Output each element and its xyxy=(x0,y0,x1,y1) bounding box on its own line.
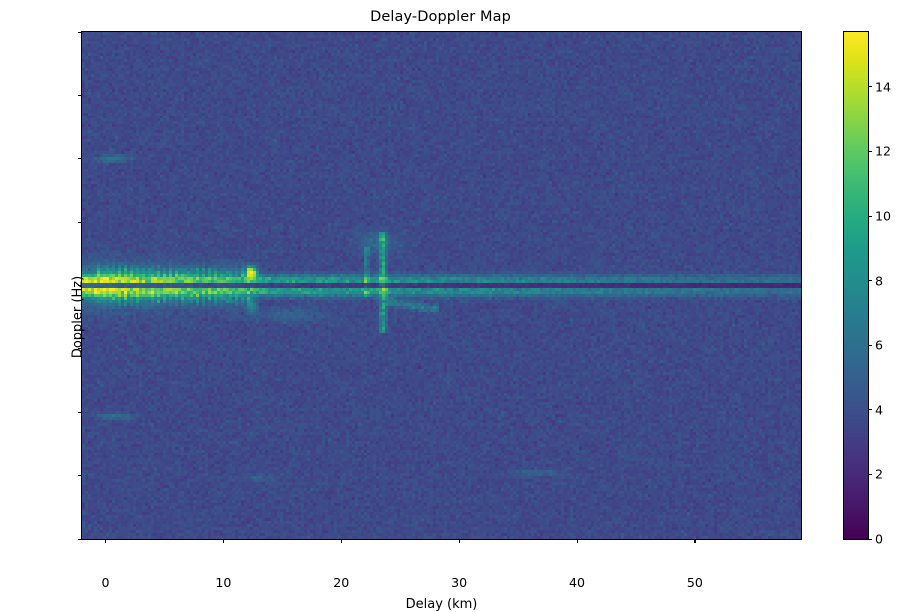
x-tick-label: 0 xyxy=(101,575,110,590)
x-tick-mark xyxy=(105,539,107,543)
colorbar-tick-label: 12 xyxy=(875,143,892,159)
colorbar-tick-mark xyxy=(868,409,872,411)
colorbar-tick-label: 4 xyxy=(875,402,884,418)
colorbar-tick-label: 0 xyxy=(875,531,884,547)
x-tick-mark xyxy=(576,539,578,543)
y-tick-mark xyxy=(78,221,82,223)
y-tick-mark xyxy=(78,411,82,413)
y-tick-mark xyxy=(78,158,82,160)
delay-doppler-heatmap xyxy=(82,32,801,539)
x-tick-label: 30 xyxy=(451,575,468,590)
colorbar-tick-label: 10 xyxy=(875,208,892,224)
colorbar-tick-mark xyxy=(868,473,872,475)
x-tick-label: 20 xyxy=(333,575,350,590)
colorbar-tick-mark xyxy=(868,150,872,153)
colorbar-tick-mark xyxy=(868,344,872,346)
y-axis-label: Doppler (Hz) xyxy=(70,275,86,359)
colorbar-tick-label: 14 xyxy=(875,79,892,95)
x-tick-mark xyxy=(340,539,342,543)
colorbar-tick-mark xyxy=(868,538,872,540)
page-title: Delay-Doppler Map xyxy=(370,9,511,25)
y-tick-mark xyxy=(78,348,82,350)
x-tick-label: 40 xyxy=(569,575,586,590)
colorbar: 0 2 4 6 8 10 12 14 xyxy=(843,31,891,547)
colorbar-gradient xyxy=(844,32,868,539)
colorbar-tick-mark xyxy=(868,280,872,282)
y-tick-mark xyxy=(78,94,82,96)
colorbar-tick-mark xyxy=(868,86,872,88)
x-tick-label: 10 xyxy=(215,575,232,590)
colorbar-tick-label: 2 xyxy=(875,466,884,482)
y-tick-mark xyxy=(78,31,82,33)
x-tick-mark xyxy=(458,539,460,543)
x-tick-label: 50 xyxy=(686,575,703,590)
colorbar-tick-mark xyxy=(868,215,872,217)
colorbar-tick-label: 6 xyxy=(875,337,884,353)
colorbar-tick-label: 8 xyxy=(875,273,884,289)
y-tick-mark xyxy=(78,538,82,540)
x-axis-label: Delay (km) xyxy=(405,597,478,612)
delay-doppler-figure: Delay-Doppler Map Doppler (Hz) Delay (km… xyxy=(70,9,892,612)
x-tick-mark xyxy=(222,539,225,543)
x-tick-mark xyxy=(694,539,696,543)
y-tick-mark xyxy=(78,475,82,477)
y-tick-mark xyxy=(78,285,82,287)
